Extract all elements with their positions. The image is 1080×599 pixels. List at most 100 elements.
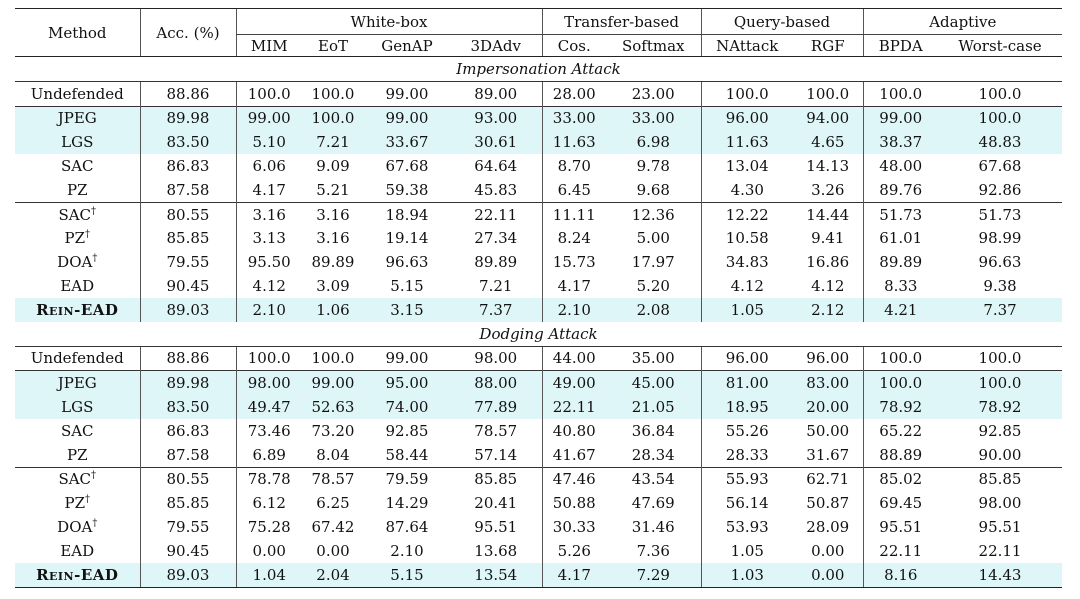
results-table: Method Acc. (%) White-box Transfer-based… [15, 8, 1063, 588]
dagger-mark: † [91, 470, 97, 482]
table-row: SAC† 80.55 78.78 78.57 79.59 85.85 47.46 43.54 5… [15, 466, 1063, 492]
value-cell: 74.00 [364, 395, 450, 419]
value-cell: 57.14 [474, 445, 518, 464]
section-title: Dodging Attack [15, 321, 1063, 347]
value-cell: 14.13 [806, 157, 850, 176]
value-cell: 9.68 [636, 180, 670, 199]
table-row: PZ 87.58 4.17 5.21 59.38 45.83 6.45 9.68 4.30 3.2… [15, 177, 1062, 203]
value-cell: 69.45 [862, 491, 939, 516]
value-cell: 6.06 [235, 154, 302, 178]
value-cell: 95.51 [474, 518, 518, 537]
value-cell: 95.00 [364, 370, 450, 396]
value-cell: 3.13 [235, 226, 302, 251]
value-cell: 64.64 [474, 157, 518, 176]
table-body: Impersonation Attack Undefended 88.86 100.0… [15, 56, 1063, 588]
value-cell: 85.02 [862, 466, 939, 492]
value-cell: 78.78 [235, 466, 302, 492]
value-cell: 95.51 [862, 515, 939, 539]
group-white-box: White-box [235, 8, 543, 35]
value-cell: 7.21 [479, 277, 513, 296]
method-name: EAD [60, 541, 95, 560]
value-cell: 51.73 [938, 201, 1063, 227]
table-row: Undefended 88.86 100.0 100.0 99.00 98.00 44.00… [15, 346, 1062, 371]
value-cell: 96.00 [700, 105, 794, 131]
value-cell: 89.89 [311, 253, 355, 272]
value-cell: 100.0 [311, 84, 355, 103]
value-cell: 11.11 [541, 201, 607, 227]
value-cell: 1.05 [700, 297, 794, 322]
col-nattack: NAttack [700, 34, 794, 57]
value-cell: 41.67 [541, 442, 607, 468]
acc-cell: 85.85 [139, 226, 236, 251]
section-header: Dodging Attack [15, 321, 1063, 347]
acc-cell: 79.55 [139, 250, 236, 275]
table-row: Rein-EAD 89.03 1.04 2.04 5.15 13.54 4.17 7.29 1.… [15, 562, 1063, 588]
table-row: EAD 90.45 0.00 0.00 2.10 13.68 5.26 7.36 1.05 0.0… [15, 538, 1062, 563]
method-cell: EAD [15, 539, 140, 563]
value-cell: 100.0 [311, 349, 355, 368]
value-cell: 23.00 [631, 84, 675, 103]
value-cell: 98.00 [474, 349, 518, 368]
method-cell: PZ [15, 178, 140, 202]
value-cell: 5.15 [390, 277, 424, 296]
value-cell: 4.12 [811, 277, 845, 296]
value-cell: 6.98 [606, 130, 702, 155]
value-cell: 7.29 [606, 562, 702, 588]
value-cell: 34.83 [700, 250, 794, 275]
value-cell: 20.41 [474, 494, 518, 513]
method-name: SAC [58, 470, 92, 489]
value-cell: 5.26 [541, 538, 607, 563]
table-row: SAC† 80.55 3.16 3.16 18.94 22.11 11.11 12.36 12.… [15, 201, 1063, 227]
value-cell: 50.00 [806, 421, 850, 440]
acc-cell: 86.83 [139, 154, 236, 178]
value-cell: 28.33 [700, 442, 794, 468]
value-cell: 5.00 [636, 229, 670, 248]
value-cell: 9.38 [983, 277, 1017, 296]
value-cell: 98.00 [978, 494, 1022, 513]
acc-cell: 88.86 [139, 346, 236, 371]
col-worst-case: Worst-case [938, 34, 1063, 57]
method-cell: Rein-EAD [15, 297, 140, 322]
value-cell: 48.83 [938, 130, 1063, 155]
value-cell: 38.37 [862, 130, 939, 155]
acc-cell: 83.50 [139, 130, 236, 155]
value-cell: 88.00 [450, 370, 543, 396]
value-cell: 4.17 [541, 274, 607, 298]
method-name: DOA [57, 518, 93, 537]
value-cell: 78.92 [938, 395, 1063, 419]
value-cell: 4.30 [700, 177, 794, 203]
method-cell: EAD [15, 274, 140, 298]
method-cell: PZ [15, 443, 140, 467]
value-cell: 99.00 [364, 105, 450, 131]
value-cell: 12.36 [606, 201, 702, 227]
acc-cell: 89.03 [139, 562, 236, 588]
value-cell: 10.58 [700, 226, 794, 251]
value-cell: 6.45 [541, 177, 607, 203]
col-bpda: BPDA [862, 34, 939, 57]
acc-cell: 88.86 [139, 81, 236, 107]
value-cell: 98.00 [235, 370, 302, 396]
value-cell: 14.29 [385, 494, 429, 513]
value-cell: 99.00 [235, 105, 302, 131]
value-cell: 51.73 [862, 201, 939, 227]
value-cell: 40.80 [541, 418, 607, 443]
value-cell: 77.89 [450, 395, 543, 419]
value-cell: 27.34 [474, 229, 518, 248]
value-cell: 79.59 [364, 466, 450, 492]
value-cell: 100.0 [700, 81, 794, 107]
value-cell: 28.34 [631, 445, 675, 464]
value-cell: 83.00 [793, 370, 864, 396]
method-cell: LGS [15, 130, 140, 155]
acc-cell: 87.58 [139, 442, 236, 468]
method-cell: JPEG [15, 370, 140, 396]
value-cell: 92.86 [978, 180, 1022, 199]
value-cell: 8.33 [862, 274, 939, 298]
value-cell: 81.00 [700, 370, 794, 396]
method-cell: Undefended [15, 81, 140, 106]
method-name: DOA [57, 253, 93, 272]
method-cell: PZ† [15, 227, 140, 251]
value-cell: 0.00 [235, 538, 302, 563]
table-row: JPEG 89.98 99.00 100.0 99.00 93.00 33.00 33.00 9… [15, 105, 1063, 131]
value-cell: 0.00 [316, 541, 350, 560]
value-cell: 47.69 [631, 494, 675, 513]
